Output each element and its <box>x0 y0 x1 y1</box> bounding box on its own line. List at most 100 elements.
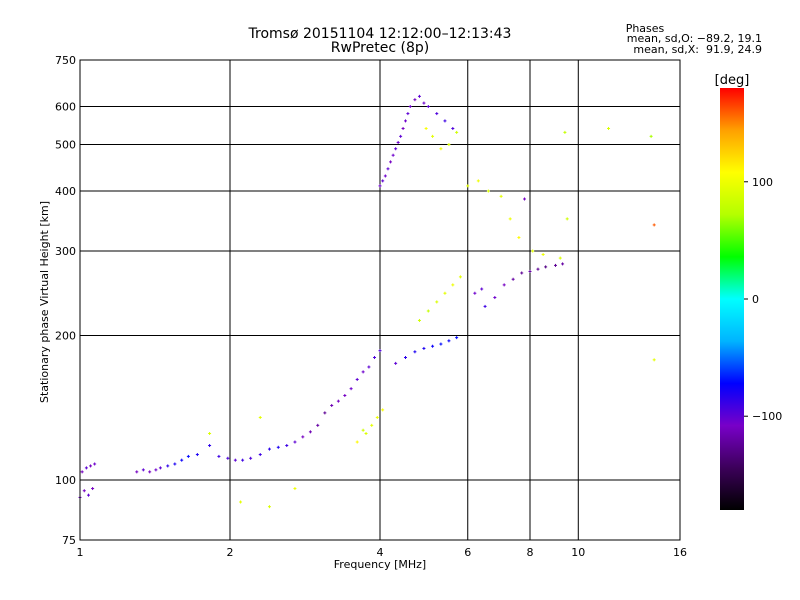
data-point <box>517 236 521 240</box>
data-point <box>148 470 152 474</box>
axis-ticks: 1 2 4 6 8 10 16 75 100 200 300 400 500 600 750 <box>55 54 687 559</box>
data-point <box>208 432 212 436</box>
data-point <box>208 444 212 448</box>
data-point <box>370 423 374 427</box>
colorbar-tick-label: 100 <box>752 176 773 189</box>
data-point <box>480 287 484 291</box>
data-point <box>649 134 653 138</box>
data-point <box>330 403 334 407</box>
data-point <box>476 179 480 183</box>
data-point <box>431 344 435 348</box>
data-point <box>607 126 611 130</box>
data-point <box>422 101 426 105</box>
x-axis-label: Frequency [MHz] <box>334 558 426 571</box>
data-point <box>267 505 271 509</box>
data-point <box>355 377 359 381</box>
data-point <box>308 430 312 434</box>
data-point <box>293 487 297 491</box>
data-point <box>336 399 340 403</box>
chart-title-line-1: Tromsø 20151104 12:12:00–12:13:43 <box>248 26 512 42</box>
data-point <box>378 349 382 353</box>
data-point <box>381 408 385 412</box>
data-point <box>439 147 443 151</box>
data-point <box>349 387 353 391</box>
data-point <box>652 223 656 227</box>
data-point <box>455 130 459 134</box>
data-point <box>154 468 158 472</box>
data-point <box>439 342 443 346</box>
data-point <box>493 296 497 300</box>
x-tick-label: 4 <box>377 546 384 559</box>
data-point <box>561 262 565 266</box>
data-point <box>239 500 243 504</box>
data-point <box>82 489 86 493</box>
x-tick-label: 16 <box>673 546 687 559</box>
data-point <box>426 105 430 109</box>
data-point <box>544 265 548 269</box>
data-point <box>508 217 512 221</box>
data-point <box>394 361 398 365</box>
data-point <box>422 346 426 350</box>
phase-colorbar: [deg] 100 0 −100 <box>715 73 782 510</box>
x-tick-label: 1 <box>77 546 84 559</box>
data-point <box>166 464 170 468</box>
data-point <box>389 160 393 164</box>
phase-stats-x: mean, sd,X: 91.9, 24.9 <box>633 43 762 56</box>
data-point <box>249 456 253 460</box>
data-point <box>383 174 387 178</box>
data-point <box>226 456 230 460</box>
data-point <box>89 464 93 468</box>
data-point <box>381 179 385 183</box>
data-point <box>186 454 190 458</box>
y-tick-label: 100 <box>55 474 76 487</box>
data-point <box>301 435 305 439</box>
chart-title-line-2: RwPretec (8p) <box>330 40 430 56</box>
data-point <box>511 277 515 281</box>
data-point <box>403 355 407 359</box>
x-tick-label: 6 <box>464 546 471 559</box>
x-tick-label: 2 <box>227 546 234 559</box>
data-point <box>394 147 398 151</box>
data-point <box>431 134 435 138</box>
y-tick-label: 300 <box>55 245 76 258</box>
data-point <box>413 350 417 354</box>
data-point <box>563 130 567 134</box>
data-point <box>391 153 395 157</box>
data-point <box>258 453 262 457</box>
y-axis-label: Stationary phase Virtual Height [km] <box>38 201 51 403</box>
data-point <box>396 140 400 144</box>
data-point <box>285 444 289 448</box>
y-tick-label: 400 <box>55 185 76 198</box>
y-tick-label: 500 <box>55 139 76 152</box>
colorbar-tick-label: −100 <box>752 410 782 423</box>
data-point <box>536 267 540 271</box>
data-point <box>267 447 271 451</box>
data-point <box>378 184 382 188</box>
x-tick-label: 10 <box>571 546 585 559</box>
data-points <box>78 94 656 509</box>
data-point <box>466 184 470 188</box>
data-point <box>217 454 221 458</box>
data-point <box>195 453 199 457</box>
data-point <box>375 415 379 419</box>
data-point <box>558 256 562 260</box>
data-point <box>361 428 365 432</box>
data-point <box>361 370 365 374</box>
data-point <box>141 468 145 472</box>
data-point <box>417 318 421 322</box>
colorbar-label: [deg] <box>715 73 750 88</box>
data-point <box>343 394 347 398</box>
colorbar-ramp <box>720 88 744 510</box>
data-point <box>435 112 439 116</box>
data-point <box>473 291 477 295</box>
data-point <box>652 358 656 362</box>
data-point <box>520 271 524 275</box>
data-point <box>316 423 320 427</box>
data-point <box>553 263 557 267</box>
data-point <box>135 470 139 474</box>
data-point <box>486 189 490 193</box>
data-point <box>447 143 451 147</box>
data-point <box>233 458 237 462</box>
data-point <box>84 466 88 470</box>
plot-grid <box>79 60 680 540</box>
